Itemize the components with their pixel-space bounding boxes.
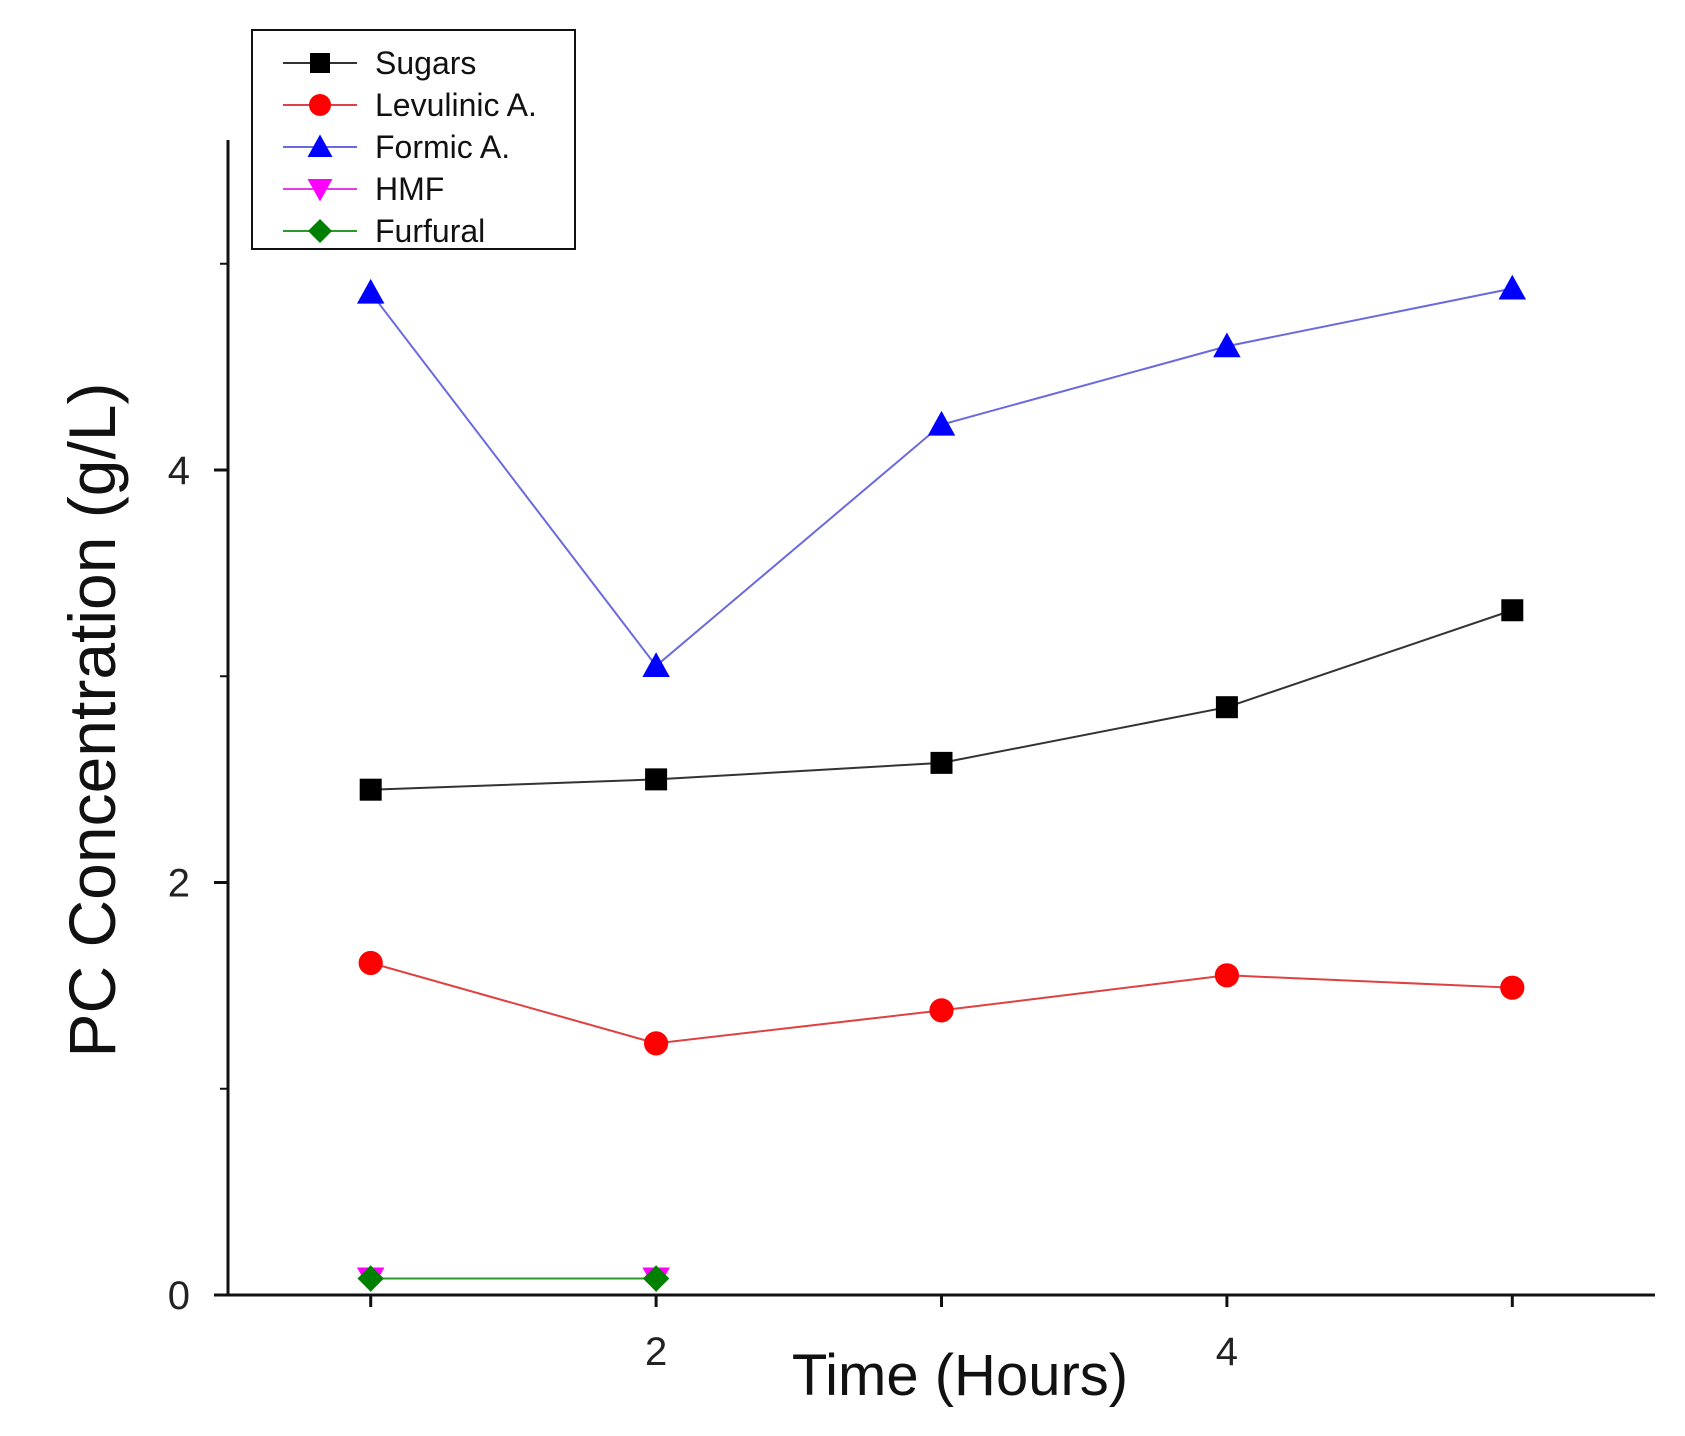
legend-label-formic-a: Formic A. xyxy=(375,129,510,165)
x-tick-label: 4 xyxy=(1216,1330,1238,1374)
legend-frame xyxy=(251,29,576,250)
data-point-formic-a xyxy=(927,410,956,436)
data-point-levulinic-a xyxy=(1214,963,1239,988)
data-point-formic-a xyxy=(642,652,670,677)
legend-marker-hmf xyxy=(307,179,333,202)
y-tick-label: 4 xyxy=(168,449,190,493)
legend-item-hmf: HMF xyxy=(283,171,444,207)
data-point-formic-a xyxy=(1498,274,1527,300)
y-tick-label: 2 xyxy=(168,862,190,906)
data-point-levulinic-a xyxy=(644,1031,669,1056)
legend-label-hmf: HMF xyxy=(375,171,444,207)
data-point-formic-a xyxy=(356,278,385,304)
data-point-sugars xyxy=(930,751,953,774)
series-layer xyxy=(356,274,1527,1293)
data-point-sugars xyxy=(359,778,382,801)
legend-item-sugars: Sugars xyxy=(283,45,476,81)
legend-label-levulinic-a: Levulinic A. xyxy=(375,87,537,123)
legend-marker-furfural xyxy=(308,219,332,243)
x-tick-label: 2 xyxy=(645,1330,667,1374)
data-point-levulinic-a xyxy=(358,950,383,976)
legend-item-formic-a: Formic A. xyxy=(283,129,510,165)
legend-marker-levulinic-a xyxy=(309,94,331,116)
data-point-formic-a xyxy=(1213,332,1241,358)
ticks: 2 4 0 2 4 xyxy=(168,262,1514,1374)
legend-marker-formic-a xyxy=(307,134,333,157)
data-point-levulinic-a xyxy=(929,998,954,1023)
data-point-levulinic-a xyxy=(1500,975,1525,1000)
data-point-sugars xyxy=(645,768,668,791)
y-tick-label: 0 xyxy=(168,1274,190,1318)
legend-item-levulinic-a: Levulinic A. xyxy=(283,87,537,123)
data-point-furfural xyxy=(357,1265,384,1292)
data-point-sugars xyxy=(1215,696,1238,719)
data-point-furfural xyxy=(642,1265,670,1292)
x-axis-title: Time (Hours) xyxy=(792,1343,1128,1408)
legend: Sugars Levulinic A. Formic A. HMF Furfural xyxy=(251,29,576,250)
legend-item-furfural: Furfural xyxy=(283,213,485,249)
series-sugars xyxy=(359,599,1524,801)
series-levulinic-a xyxy=(358,950,1525,1056)
legend-label-sugars: Sugars xyxy=(375,45,476,81)
series-formic-a xyxy=(356,274,1527,677)
series-furfural xyxy=(357,1265,670,1292)
y-axis-title: PC Concentration (g/L) xyxy=(55,383,129,1058)
data-point-sugars xyxy=(1501,599,1524,622)
legend-marker-sugars xyxy=(310,53,330,73)
legend-label-furfural: Furfural xyxy=(375,213,485,249)
